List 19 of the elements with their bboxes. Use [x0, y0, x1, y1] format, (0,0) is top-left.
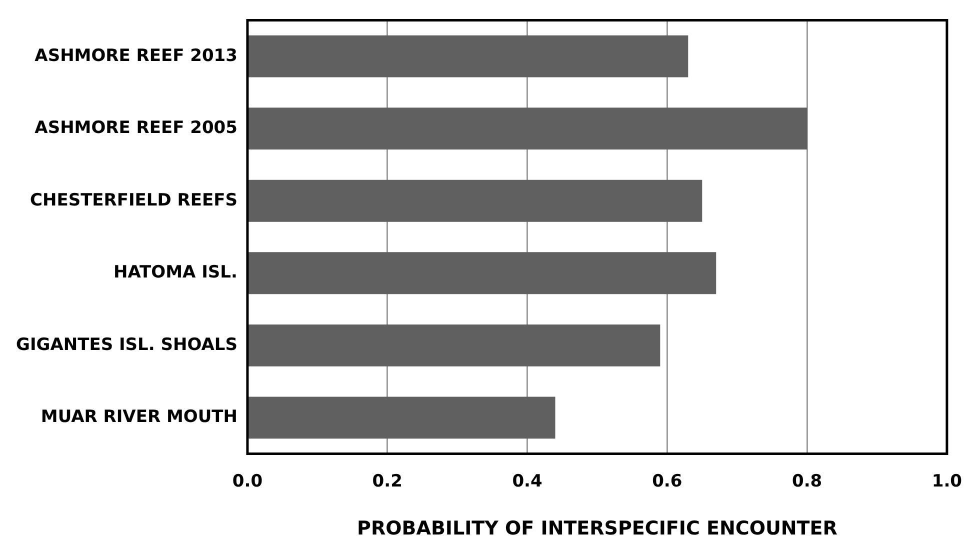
- x-tick-label: 1.0: [932, 471, 962, 492]
- x-tick-label: 0.6: [652, 471, 682, 492]
- y-tick-label: HATOMA ISL.: [113, 262, 238, 283]
- bar: [248, 396, 556, 439]
- bar: [248, 180, 702, 222]
- bar: [248, 108, 808, 150]
- y-tick-label: GIGANTES ISL. SHOALS: [16, 334, 238, 355]
- bar: [248, 324, 660, 366]
- x-tick-label: 0.2: [372, 471, 402, 492]
- bar: [248, 252, 716, 294]
- y-tick-label: CHESTERFIELD REEFS: [30, 190, 238, 210]
- y-tick-label: ASHMORE REEF 2005: [34, 118, 238, 138]
- y-tick-label: ASHMORE REEF 2013: [34, 46, 238, 66]
- y-tick-label: MUAR RIVER MOUTH: [40, 407, 238, 428]
- bar: [248, 35, 688, 78]
- x-axis-title: PROBABILITY OF INTERSPECIFIC ENCOUNTER: [357, 518, 838, 540]
- x-tick-label: 0.0: [232, 471, 263, 492]
- x-tick-label: 0.8: [792, 471, 822, 492]
- x-tick-label: 0.4: [512, 471, 542, 492]
